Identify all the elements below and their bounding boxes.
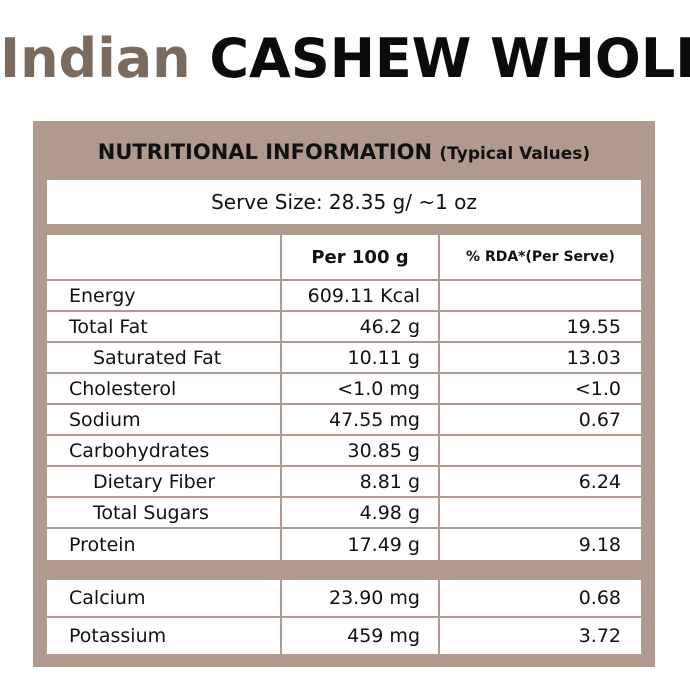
title-main: CASHEW WHOLE — [209, 27, 690, 90]
nutrient-name: Total Fat — [47, 312, 280, 341]
title-accent: Indian — [0, 27, 191, 90]
table-row: Total Sugars 4.98 g — [47, 498, 641, 527]
header-per100: Per 100 g — [282, 235, 438, 279]
nutrient-table: Per 100 g % RDA*(Per Serve) Energy 609.1… — [47, 235, 641, 560]
table-row: Calcium 23.90 mg 0.68 — [47, 580, 641, 616]
header-name-cell — [47, 235, 280, 279]
table-row: Cholesterol <1.0 mg <1.0 — [47, 374, 641, 403]
table-row: Sodium 47.55 mg 0.67 — [47, 405, 641, 434]
mineral-rda: 0.68 — [440, 580, 641, 616]
nutrient-rda — [440, 436, 641, 465]
nutrient-rda: 0.67 — [440, 405, 641, 434]
nutrient-rda: 9.18 — [440, 529, 641, 560]
nutrient-per100: 4.98 g — [282, 498, 438, 527]
nutrient-name: Total Sugars — [47, 498, 280, 527]
mineral-per100: 459 mg — [282, 618, 438, 654]
nutrient-per100: 30.85 g — [282, 436, 438, 465]
table-row: Saturated Fat 10.11 g 13.03 — [47, 343, 641, 372]
table-row: Protein 17.49 g 9.18 — [47, 529, 641, 560]
table-row: Carbohydrates 30.85 g — [47, 436, 641, 465]
nutrient-name: Protein — [47, 529, 280, 560]
header-rda: % RDA*(Per Serve) — [440, 235, 641, 279]
nutrient-per100: 47.55 mg — [282, 405, 438, 434]
nutrient-rda — [440, 498, 641, 527]
nutrient-name: Saturated Fat — [47, 343, 280, 372]
nutrient-name: Cholesterol — [47, 374, 280, 403]
mineral-per100: 23.90 mg — [282, 580, 438, 616]
nutrient-name: Energy — [47, 281, 280, 310]
table-row: Energy 609.11 Kcal — [47, 281, 641, 310]
table-row: Dietary Fiber 8.81 g 6.24 — [47, 467, 641, 496]
heading-subtext: (Typical Values) — [439, 144, 591, 164]
mineral-name: Potassium — [47, 618, 280, 654]
nutrient-per100: 10.11 g — [282, 343, 438, 372]
table-row: Total Fat 46.2 g 19.55 — [47, 312, 641, 341]
nutrient-per100: 609.11 Kcal — [282, 281, 438, 310]
table-row: Potassium 459 mg 3.72 — [47, 618, 641, 654]
minerals-table: Calcium 23.90 mg 0.68 Potassium 459 mg 3… — [47, 580, 641, 654]
nutrient-per100: 8.81 g — [282, 467, 438, 496]
table-header-row: Per 100 g % RDA*(Per Serve) — [47, 235, 641, 279]
serve-size: Serve Size: 28.35 g/ ~1 oz — [47, 180, 641, 224]
nutrient-per100: 46.2 g — [282, 312, 438, 341]
nutrient-name: Carbohydrates — [47, 436, 280, 465]
mineral-name: Calcium — [47, 580, 280, 616]
nutrient-name: Sodium — [47, 405, 280, 434]
nutrient-rda: 19.55 — [440, 312, 641, 341]
mineral-rda: 3.72 — [440, 618, 641, 654]
nutrient-per100: 17.49 g — [282, 529, 438, 560]
product-title: Indian CASHEW WHOLE — [0, 24, 690, 94]
nutrient-rda: <1.0 — [440, 374, 641, 403]
heading-text: NUTRITIONAL INFORMATION — [97, 140, 433, 164]
nutrient-rda — [440, 281, 641, 310]
nutrition-heading: NUTRITIONAL INFORMATION (Typical Values) — [33, 130, 655, 174]
nutrient-per100: <1.0 mg — [282, 374, 438, 403]
nutrient-rda: 13.03 — [440, 343, 641, 372]
nutrient-rda: 6.24 — [440, 467, 641, 496]
nutrient-name: Dietary Fiber — [47, 467, 280, 496]
